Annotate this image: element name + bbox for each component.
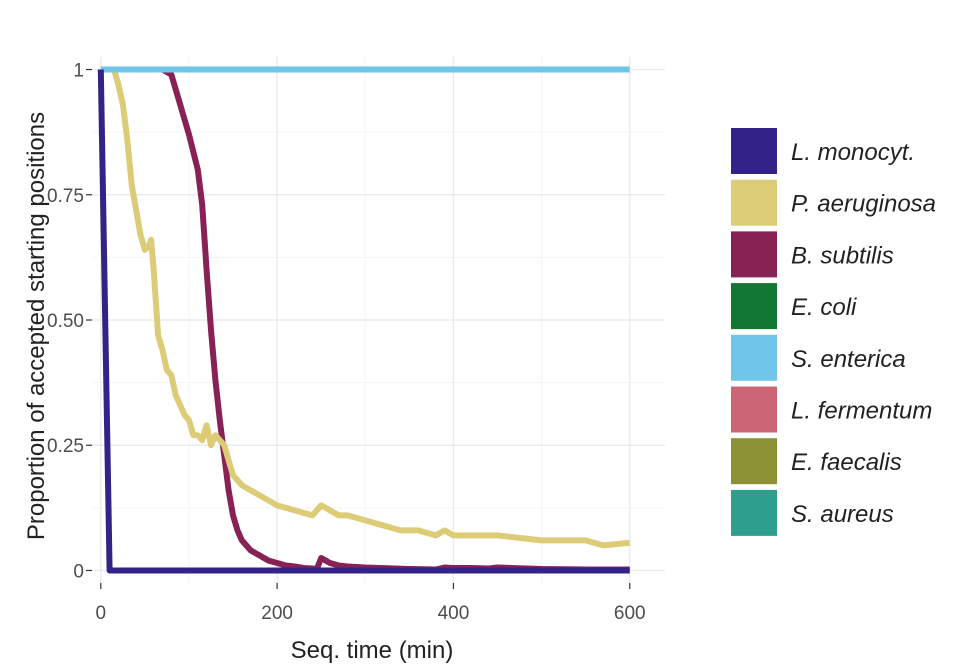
- legend: L. monocyt. P. aeruginosa B. subtilis E. co…: [731, 128, 936, 536]
- legend-swatch-e-faecalis: [731, 438, 777, 485]
- legend-label-e-coli: E. coli: [791, 294, 857, 321]
- legend-label-l-fermentum: L. fermentum: [791, 398, 932, 425]
- series-line-p-aeruginosa: [111, 68, 630, 549]
- legend-label-s-aureus: S. aureus: [791, 501, 894, 528]
- legend-swatch-e-coli: [731, 283, 777, 330]
- y-tick-label: 0.25: [47, 436, 84, 457]
- x-tick-label: 400: [438, 603, 470, 624]
- legend-label-e-faecalis: E. faecalis: [791, 449, 902, 476]
- legend-swatch-p-aeruginosa: [731, 179, 777, 226]
- legend-label-p-aeruginosa: P. aeruginosa: [791, 191, 936, 218]
- y-tick-label: 1: [73, 61, 84, 82]
- legend-swatch-l-fermentum: [731, 386, 777, 433]
- y-tick-label: 0.50: [47, 311, 84, 332]
- legend-swatch-s-enterica: [731, 334, 777, 381]
- x-tick-label: 200: [261, 603, 293, 624]
- x-axis-title: Seq. time (min): [291, 637, 454, 664]
- y-tick-label: 0: [73, 561, 84, 582]
- x-tick-label: 600: [614, 603, 646, 624]
- legend-label-b-subtilis: B. subtilis: [791, 242, 894, 269]
- series-lines: [97, 66, 630, 574]
- legend-label-l-monocyt: L. monocyt.: [791, 139, 915, 166]
- y-axis-title: Proportion of accepted starting position…: [23, 112, 50, 540]
- x-tick-label: 0: [96, 603, 107, 624]
- series-line-l-monocyt: [97, 69, 630, 574]
- legend-swatch-s-aureus: [731, 489, 777, 536]
- legend-swatch-b-subtilis: [731, 231, 777, 278]
- y-axis-ticks: 0 0.25 0.50 0.75 1: [47, 61, 92, 582]
- x-axis-ticks: 0 200 400 600: [96, 583, 646, 624]
- legend-label-s-enterica: S. enterica: [791, 346, 906, 373]
- major-gridlines: [92, 57, 665, 583]
- legend-swatch-l-monocyt: [731, 128, 777, 174]
- y-tick-label: 0.75: [47, 186, 84, 207]
